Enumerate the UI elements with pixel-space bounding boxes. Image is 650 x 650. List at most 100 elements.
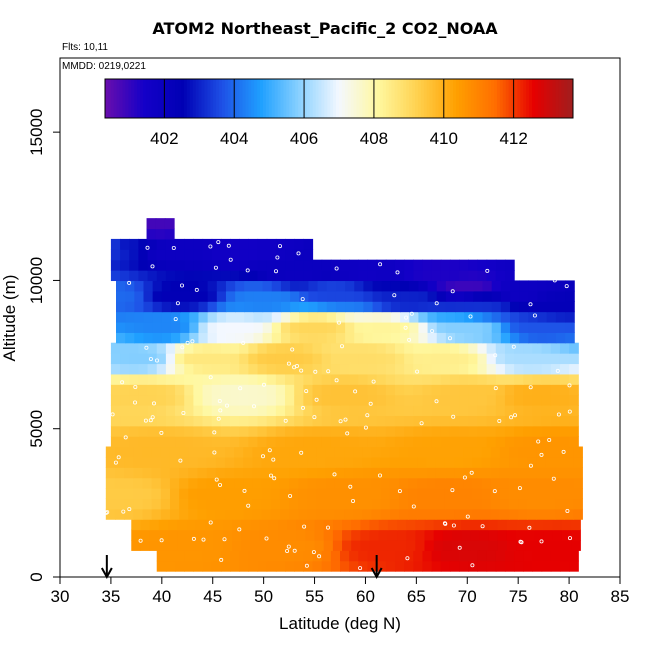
heatmap-cell: [527, 508, 538, 520]
heatmap-cell: [390, 332, 401, 344]
heatmap-cell: [340, 384, 350, 396]
colorbar-swatch: [105, 79, 109, 118]
heatmap-cell: [413, 415, 424, 427]
heatmap-cell: [330, 404, 341, 416]
heatmap-cell: [371, 508, 382, 520]
heatmap-cell: [486, 363, 497, 375]
heatmap-cell: [257, 249, 268, 261]
heatmap-cell: [564, 477, 574, 489]
heatmap-cell: [385, 404, 396, 416]
heatmap-cell: [459, 259, 469, 271]
colorbar-swatch: [181, 79, 185, 118]
colorbar-swatch: [435, 79, 439, 118]
sample-point: [513, 413, 518, 418]
colorbar-swatch: [514, 79, 518, 118]
heatmap-cell: [275, 394, 286, 406]
heatmap-cell: [504, 394, 515, 406]
heatmap-cell: [404, 259, 414, 271]
heatmap-cell: [259, 529, 270, 541]
heatmap-cell: [372, 311, 383, 323]
heatmap-cell: [536, 508, 547, 520]
heatmap-cell: [147, 384, 158, 396]
heatmap-cell: [220, 249, 231, 261]
heatmap-cell: [216, 311, 227, 323]
heatmap-cell: [116, 321, 126, 333]
heatmap-cell: [146, 228, 157, 240]
heatmap-cell: [376, 436, 387, 448]
heatmap-cell: [252, 446, 263, 458]
heatmap-cell: [248, 259, 259, 271]
heatmap-cell: [271, 311, 282, 323]
heatmap-cell: [463, 456, 473, 468]
x-tick-label: 40: [152, 587, 171, 606]
heatmap-cell: [289, 456, 299, 468]
colorbar-tick-label: 402: [150, 129, 178, 148]
heatmap-cell: [385, 373, 396, 385]
heatmap-cell: [235, 290, 245, 302]
heatmap-cell: [565, 321, 575, 333]
heatmap-cell: [565, 280, 575, 292]
heatmap-cell: [468, 550, 479, 562]
heatmap-cell: [134, 301, 145, 313]
heatmap-cell: [514, 342, 524, 354]
heatmap-cell: [160, 477, 171, 489]
heatmap-cell: [381, 321, 392, 333]
heatmap-cell: [363, 280, 374, 292]
heatmap-cell: [495, 373, 506, 385]
x-tick-label: 55: [305, 587, 324, 606]
colorbar-swatch: [227, 79, 232, 118]
heatmap-cell: [376, 425, 387, 437]
heatmap-cell: [143, 290, 154, 302]
heatmap-cell: [389, 488, 400, 500]
heatmap-cell: [440, 259, 451, 271]
sample-point: [397, 489, 402, 494]
heatmap-cell: [261, 456, 272, 468]
heatmap-cell: [454, 446, 464, 458]
heatmap-cell: [179, 498, 189, 510]
heatmap-cell: [330, 259, 341, 271]
heatmap-cell: [408, 498, 418, 510]
heatmap-cell: [252, 477, 263, 489]
heatmap-cell: [482, 311, 493, 323]
heatmap-cell: [334, 467, 345, 479]
heatmap-cell: [165, 550, 176, 562]
heatmap-cell: [536, 456, 547, 468]
colorbar-swatch: [350, 79, 355, 118]
heatmap-cell: [193, 259, 204, 271]
sample-point: [519, 540, 524, 545]
heatmap-cell: [280, 311, 291, 323]
heatmap-cell: [344, 477, 354, 489]
heatmap-cell: [120, 353, 130, 365]
sample-point: [536, 439, 541, 444]
heatmap-cell: [207, 311, 218, 323]
heatmap-cell: [114, 446, 125, 458]
heatmap-cell: [268, 529, 279, 541]
heatmap-cell: [105, 446, 116, 458]
heatmap-cell: [394, 425, 405, 437]
heatmap-cell: [514, 384, 524, 396]
heatmap-cell: [418, 290, 429, 302]
colorbar-swatch: [546, 79, 551, 118]
heatmap-cell: [312, 384, 323, 396]
heatmap-cell: [271, 332, 282, 344]
heatmap-cell: [472, 477, 483, 489]
heatmap-cell: [349, 560, 359, 572]
heatmap-cell: [394, 363, 405, 375]
heatmap-cell: [202, 384, 213, 396]
heatmap-cell: [514, 363, 524, 375]
heatmap-cell: [180, 280, 190, 292]
heatmap-cell: [435, 508, 446, 520]
colorbar-swatch: [143, 79, 147, 118]
heatmap-cell: [573, 456, 583, 468]
heatmap-cell: [349, 436, 359, 448]
heatmap-cell: [514, 394, 524, 406]
heatmap-cell: [316, 498, 327, 510]
heatmap-cell: [444, 498, 455, 510]
heatmap-cell: [353, 467, 363, 479]
heatmap-cell: [376, 384, 387, 396]
sample-point: [470, 563, 475, 568]
heatmap-cell: [147, 425, 158, 437]
sample-point: [288, 493, 293, 498]
heatmap-cell: [193, 363, 204, 375]
heatmap-cell: [197, 456, 208, 468]
